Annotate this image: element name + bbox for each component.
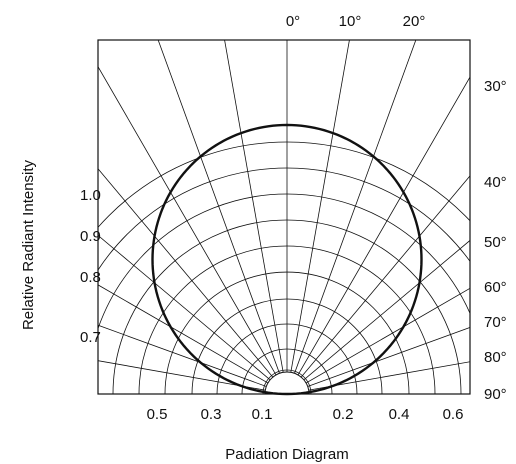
grid-ray [286, 326, 470, 394]
x-tick: 0.1 [252, 406, 273, 423]
grid-arc [112, 219, 462, 394]
grid-ray [286, 287, 470, 394]
grid-ray [98, 360, 288, 394]
grid-ray [286, 40, 417, 394]
radial-tick-left: 0.9 [80, 228, 101, 245]
grid-arc [191, 298, 383, 394]
grid-arc [241, 348, 333, 394]
angle-tick-right: 40° [484, 174, 507, 191]
grid-arc [216, 323, 358, 394]
angle-tick-right: 80° [484, 349, 507, 366]
label-group: 0° 10° 20° 30° 40° 50° 60° 70° 80° 90° 1.0 0.9 0.8 0.… [80, 13, 507, 423]
grid-ray [286, 40, 350, 394]
grid-arc [98, 193, 470, 331]
x-tick: 0.2 [333, 406, 354, 423]
radial-tick-left: 0.8 [80, 269, 101, 286]
y-axis-label: Relative Radiant Intensity [20, 159, 37, 330]
radial-tick-left: 1.0 [80, 187, 101, 204]
radial-tick-left: 0.7 [80, 329, 101, 346]
x-tick: 0.5 [147, 406, 168, 423]
x-tick: 0.4 [389, 406, 410, 423]
chart-caption: Padiation Diagram [225, 446, 348, 463]
grid-arc [98, 141, 470, 229]
grid-ray [286, 175, 470, 394]
angle-tick-right: 30° [484, 78, 507, 95]
x-tick: 0.3 [201, 406, 222, 423]
grid-ray [157, 40, 288, 394]
angle-tick-right: 90° [484, 386, 507, 403]
x-tick: 0.6 [443, 406, 464, 423]
intensity-curve [151, 123, 423, 396]
angle-tick-right: 50° [484, 234, 507, 251]
grid-ray [98, 324, 288, 394]
grid-ray [98, 65, 288, 394]
angle-tick-right: 60° [484, 279, 507, 296]
grid-ray [286, 76, 470, 394]
grid-group [98, 40, 470, 394]
angle-tick-right: 70° [484, 314, 507, 331]
angle-tick-top: 0° [286, 13, 300, 30]
grid-ray [224, 40, 288, 394]
grid-ray [98, 168, 288, 394]
grid-ray [286, 361, 470, 394]
grid-arc [138, 245, 436, 394]
center-hub [264, 371, 310, 394]
grid-ray [98, 284, 288, 394]
angle-tick-top: 10° [339, 13, 362, 30]
grid-ray [98, 234, 288, 394]
grid-arc [98, 167, 470, 271]
grid-ray [286, 239, 470, 394]
angle-tick-top: 20° [403, 13, 426, 30]
grid-arc [262, 369, 312, 394]
